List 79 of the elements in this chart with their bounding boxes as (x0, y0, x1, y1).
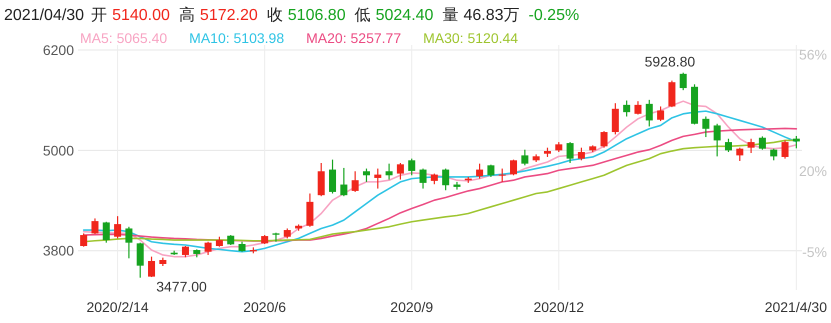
candlestick (521, 149, 528, 166)
candlestick (284, 228, 291, 240)
candlestick (340, 167, 348, 197)
text: 5172.20 (200, 7, 258, 24)
candlestick (329, 159, 336, 194)
annotation: 5928.80 (644, 54, 696, 70)
candlestick (792, 135, 800, 149)
text: 高 (178, 6, 195, 24)
candlestick (362, 168, 370, 182)
candlestick (736, 147, 744, 162)
candlestick (578, 147, 585, 161)
x-tick-label: 2020/9 (390, 299, 434, 315)
candlestick (714, 123, 721, 157)
candlestick (476, 163, 484, 180)
candlestick (374, 168, 382, 190)
candlestick (634, 100, 642, 116)
candlestick (306, 192, 314, 228)
annotation: 3477.00 (156, 278, 208, 295)
text: 5024.40 (376, 7, 434, 24)
text: 量 (442, 7, 458, 24)
text: 5106.80 (288, 7, 346, 24)
candlestick (702, 116, 710, 138)
candlestick (680, 72, 687, 91)
x-tick-label: 2020/6 (243, 299, 286, 315)
y2-tick-label: 56% (798, 46, 827, 62)
candlestick (80, 232, 88, 248)
candlestick (510, 159, 518, 176)
candlestick (657, 106, 664, 122)
candlestick (566, 141, 574, 164)
text: 5140.00 (112, 7, 170, 24)
candlestick (238, 241, 246, 252)
candlestick (318, 162, 325, 197)
candlestick (487, 164, 494, 178)
candlestick (352, 170, 359, 193)
text: 46.83万 (463, 7, 520, 24)
candlestick (498, 168, 506, 182)
y-tick-label: 5000 (42, 142, 74, 158)
y2-tick-label: -5% (802, 244, 827, 260)
candlestick (216, 236, 223, 248)
candlestick (136, 242, 144, 278)
candlestick (612, 102, 619, 135)
candlestick (748, 138, 755, 154)
text: 低 (354, 7, 371, 24)
candlestick (227, 234, 234, 246)
candlestick (250, 246, 257, 254)
candlestick (420, 168, 427, 190)
x-tick-label: 2021/4/30 (764, 299, 828, 315)
candlestick (544, 147, 551, 158)
candlestick (148, 256, 156, 278)
candlestick (770, 148, 778, 161)
chart-title: 2021/04/30 (4, 7, 84, 24)
candlestick (464, 176, 472, 184)
text: 收 (266, 7, 283, 24)
text: 开 (91, 7, 108, 24)
candlestick (114, 216, 122, 240)
y-tick-label: 6200 (42, 42, 74, 58)
candlestick (430, 173, 438, 185)
candlestick (724, 138, 732, 153)
candlestick (396, 162, 404, 180)
candlestick (758, 136, 766, 150)
candlestick (182, 245, 189, 258)
legend: MA5: 5065.40 MA10: 5103.98 MA20: 5257.77 MA30: 5120.44 (80, 30, 518, 46)
x-tick-label: 2020/2/14 (86, 299, 149, 315)
candlestick (782, 140, 789, 160)
candlestick (102, 221, 110, 244)
candlestick (623, 100, 630, 118)
candlestick (442, 168, 450, 191)
candlestick (408, 158, 416, 176)
candlestick (204, 241, 212, 256)
candlestick (125, 226, 132, 259)
y-tick-label: 3800 (42, 242, 74, 259)
candlestick (600, 130, 608, 148)
candlestick (91, 218, 98, 235)
candlestick (555, 141, 562, 153)
candlestick (646, 99, 653, 128)
text: -0.25% (528, 7, 580, 24)
x-tick-label: 2020/12 (533, 299, 584, 315)
y2-tick-label: 20% (798, 162, 827, 179)
candlestick (386, 163, 393, 180)
